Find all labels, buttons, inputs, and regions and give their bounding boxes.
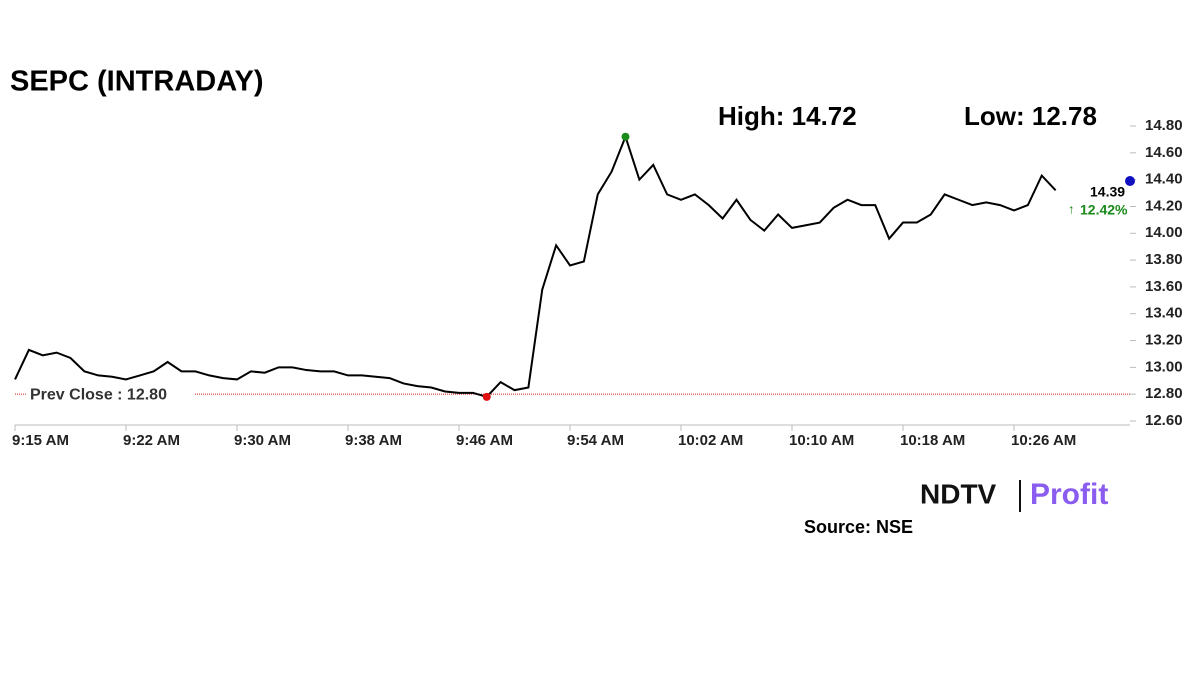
prev-close-bg xyxy=(26,384,194,405)
y-tick-label: 14.80 xyxy=(1145,117,1183,134)
high-label: High: 14.72 xyxy=(718,101,857,131)
low-marker xyxy=(482,392,491,401)
up-arrow: ↑ xyxy=(1068,201,1075,216)
x-tick-label: 9:46 AM xyxy=(456,432,513,449)
y-tick-label: 12.80 xyxy=(1145,385,1183,402)
y-tick-label: 13.00 xyxy=(1145,358,1183,375)
y-tick-label: 13.60 xyxy=(1145,278,1183,295)
y-tick-label: 14.40 xyxy=(1145,171,1183,188)
x-tick-label: 10:10 AM xyxy=(789,432,854,449)
x-tick-label: 10:02 AM xyxy=(678,432,743,449)
y-tick-label: 13.80 xyxy=(1145,251,1183,268)
x-tick-label: 9:30 AM xyxy=(234,432,291,449)
y-tick-label: 14.20 xyxy=(1145,197,1183,214)
x-tick-label: 9:22 AM xyxy=(123,432,180,449)
x-tick-label: 9:38 AM xyxy=(345,432,402,449)
low-label: Low: 12.78 xyxy=(964,101,1097,131)
y-tick-label: 12.60 xyxy=(1145,412,1183,429)
change-label: 12.42% xyxy=(1080,202,1128,218)
y-tick-label: 13.20 xyxy=(1145,332,1183,349)
x-tick-label: 9:54 AM xyxy=(567,432,624,449)
high-marker xyxy=(621,132,630,141)
x-tick-label: 10:26 AM xyxy=(1011,432,1076,449)
logo-ndtv: NDTV xyxy=(920,478,997,509)
source: Source: NSE xyxy=(804,517,913,537)
y-tick-label: 14.60 xyxy=(1145,144,1183,161)
y-tick-label: 14.00 xyxy=(1145,224,1183,241)
price-line xyxy=(14,133,1057,398)
last-marker xyxy=(1125,175,1135,186)
x-tick-label: 9:15 AM xyxy=(12,432,69,449)
x-tick-label: 10:18 AM xyxy=(900,432,965,449)
last-value: 14.39 xyxy=(1090,184,1125,200)
prev-close-label: Prev Close : 12.80 xyxy=(30,386,167,403)
y-tick-label: 13.40 xyxy=(1145,305,1183,322)
logo-profit: Profit xyxy=(1030,478,1108,511)
chart-title: SEPC (INTRADAY) xyxy=(10,66,264,98)
